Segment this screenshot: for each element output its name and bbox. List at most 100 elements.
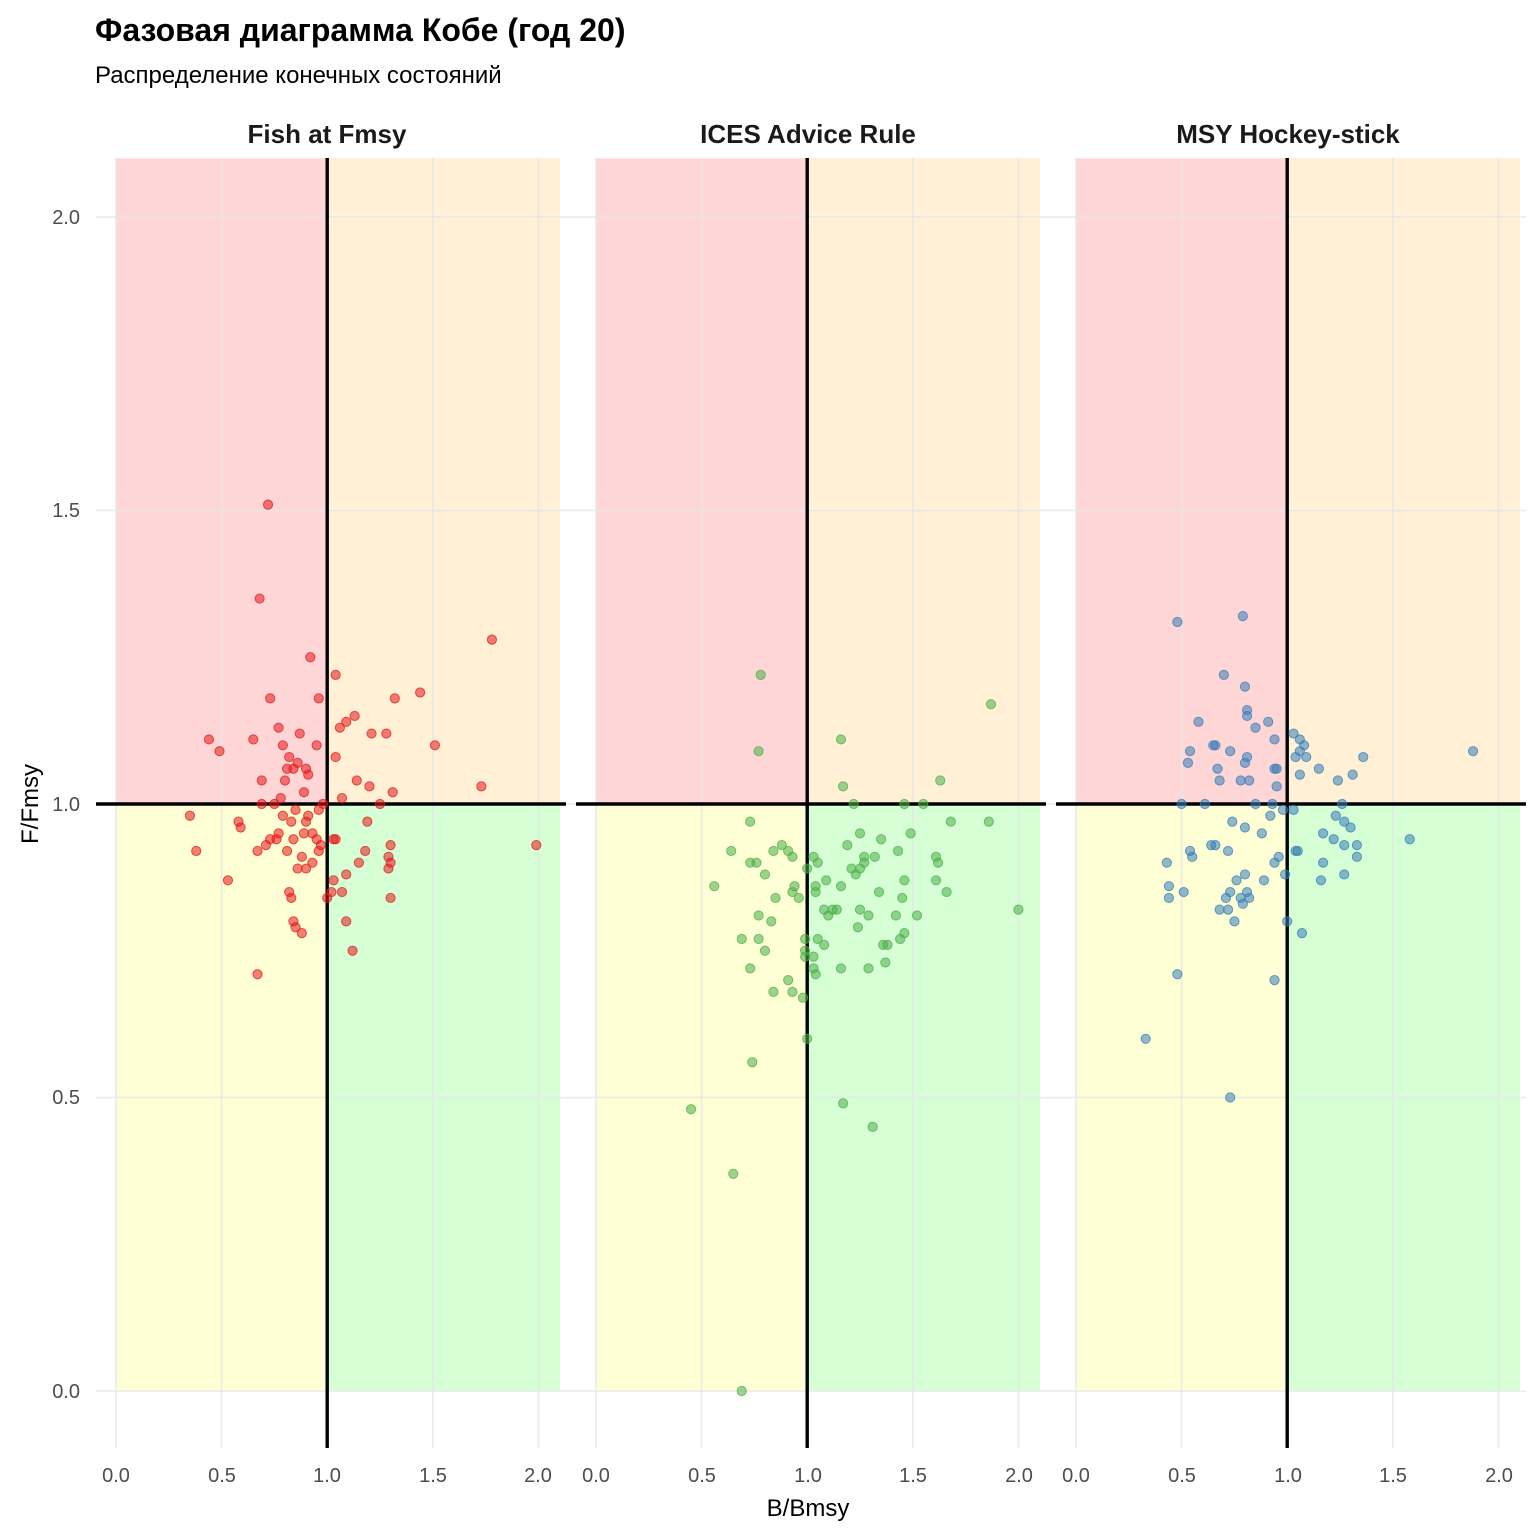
data-point [347, 945, 358, 956]
data-point [1332, 775, 1343, 786]
data-point [797, 992, 809, 1003]
x-tick-label: 2.0 [1485, 1465, 1513, 1487]
data-point [1288, 804, 1299, 815]
data-point [1214, 775, 1225, 786]
x-tick-label: 0.0 [102, 1465, 130, 1487]
y-axis-title: F/Fmsy [17, 764, 44, 844]
data-point [429, 740, 441, 751]
data-point [799, 933, 811, 945]
data-point [808, 851, 819, 862]
data-point [222, 875, 234, 886]
data-point [726, 845, 737, 857]
x-tick-label: 1.0 [313, 1465, 341, 1487]
data-point [313, 693, 324, 704]
data-point [351, 775, 362, 786]
data-point [383, 863, 394, 874]
data-point [755, 669, 766, 680]
data-point [1208, 740, 1219, 751]
data-point [1184, 746, 1196, 757]
data-point [802, 1033, 813, 1044]
panel-title: Fish at Fmsy [248, 119, 407, 149]
data-point [366, 728, 377, 739]
x-tick-label: 1.0 [794, 1465, 822, 1487]
chart-title: Фазовая диаграмма Кобе (год 20) [95, 12, 626, 48]
data-point [290, 922, 301, 933]
data-point [1013, 904, 1024, 915]
data-point [374, 798, 386, 810]
data-point [303, 769, 314, 780]
data-point [364, 781, 375, 792]
data-point [838, 781, 849, 792]
data-point [360, 845, 371, 857]
data-point [1467, 746, 1479, 757]
data-point [747, 1057, 758, 1068]
data-point [831, 904, 842, 915]
data-point [1351, 851, 1362, 862]
data-point [930, 875, 942, 886]
data-point [685, 1104, 697, 1115]
data-point [897, 892, 908, 904]
data-point [873, 886, 885, 898]
x-tick-label: 1.5 [1379, 1465, 1407, 1487]
data-point [336, 886, 348, 898]
data-point [341, 869, 352, 880]
panel-msy-hockey-stick: MSY Hockey-stick [1056, 119, 1526, 1448]
data-point [1258, 875, 1270, 886]
data-point [1265, 810, 1276, 821]
data-point [878, 939, 889, 950]
data-point [787, 851, 798, 862]
data-point [1199, 798, 1210, 810]
data-point [1239, 757, 1251, 769]
data-point [985, 699, 997, 710]
panel-fish-at-fmsy: Fish at Fmsy [96, 119, 576, 1448]
data-point [895, 933, 906, 945]
data-point [387, 787, 398, 798]
panel-ices-advice-rule: ICES Advice Rule [576, 119, 1056, 1448]
data-point [290, 804, 301, 815]
data-point [753, 746, 764, 757]
data-point [486, 634, 498, 645]
data-point [296, 928, 307, 939]
data-point [307, 857, 318, 868]
data-point [852, 922, 863, 933]
data-point [298, 787, 310, 798]
data-point [248, 734, 259, 745]
data-point [334, 722, 345, 733]
data-point [1339, 839, 1350, 851]
data-point [793, 892, 804, 904]
data-point [941, 886, 952, 898]
data-point [890, 910, 902, 921]
data-point [753, 910, 764, 921]
x-tick-label: 2.0 [1005, 1465, 1033, 1487]
data-point [1279, 869, 1291, 880]
data-point [1269, 734, 1280, 745]
data-point [1288, 728, 1299, 739]
data-point [322, 892, 333, 904]
data-point [876, 834, 887, 845]
data-point [256, 798, 267, 810]
data-point [863, 910, 874, 921]
data-point [753, 933, 764, 945]
data-point [1231, 875, 1242, 886]
data-point [728, 1168, 739, 1179]
data-point [1241, 710, 1253, 722]
quadrant-overfishing [807, 158, 1040, 805]
data-point [745, 963, 756, 974]
data-point [1290, 845, 1301, 857]
data-point [1193, 716, 1204, 727]
x-tick-label: 0.0 [1062, 1465, 1090, 1487]
data-point [818, 939, 830, 950]
data-point [203, 734, 215, 745]
data-point [1172, 616, 1183, 628]
data-point [812, 933, 823, 945]
data-point [385, 839, 396, 851]
data-point [336, 793, 348, 804]
data-point [353, 857, 364, 868]
data-point [766, 916, 777, 927]
data-point [770, 892, 781, 904]
data-point [1222, 845, 1234, 857]
data-point [1176, 798, 1187, 810]
x-axis: 0.0 0.5 1.0 1.5 2.0 0.0 0.5 1.0 1.5 2.0 … [102, 1465, 1513, 1522]
data-point [281, 845, 293, 857]
data-point [415, 687, 426, 698]
